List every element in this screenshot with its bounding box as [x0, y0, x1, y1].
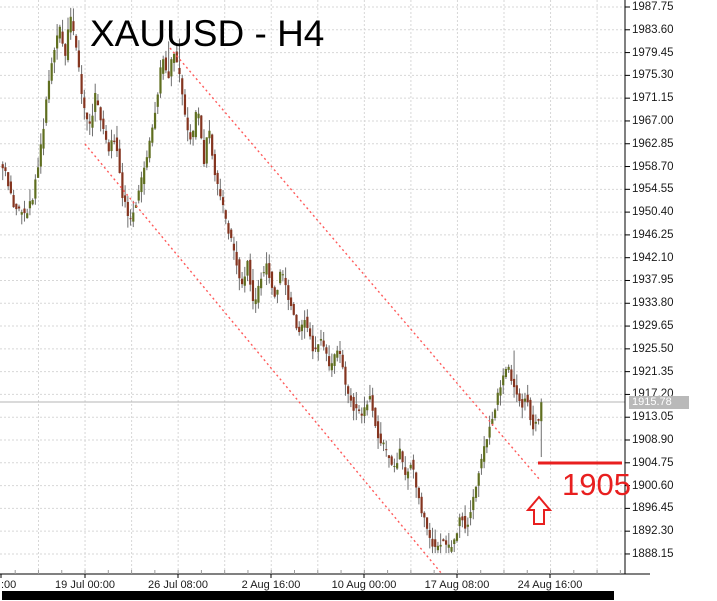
arrow-up-icon[interactable]: [525, 495, 553, 525]
time-axis-label: 17 Aug 08:00: [424, 579, 490, 591]
price-axis-label: 1937.95: [632, 274, 674, 287]
price-axis-label: 1896.45: [632, 502, 674, 515]
time-axis-label: 2 Aug 16:00: [241, 579, 301, 591]
price-axis-label: 1954.55: [632, 183, 674, 196]
price-axis-label: 1921.35: [632, 365, 674, 378]
price-axis-label: 1979.45: [632, 46, 674, 59]
bottom-bar: [2, 591, 614, 600]
price-axis-label: 1967.00: [632, 114, 674, 127]
time-axis-label: 24 Aug 16:00: [517, 579, 583, 591]
time-axis-label: 26 Jul 08:00: [148, 579, 208, 591]
price-axis-label: 1913.05: [632, 411, 674, 424]
price-axis-label: 1962.85: [632, 137, 674, 150]
price-axis-label: 1925.50: [632, 342, 674, 355]
price-axis-label: 1888.15: [632, 547, 674, 560]
price-axis-label: 1950.40: [632, 206, 674, 219]
trend-channel[interactable]: [84, 47, 541, 575]
price-axis-label: 1929.65: [632, 320, 674, 333]
support-price-label: 1905: [562, 467, 631, 502]
chart-title: XAUUSD - H4: [90, 13, 325, 54]
price-axis-label: 1933.80: [632, 297, 674, 310]
price-axis-label: 1904.75: [632, 456, 674, 469]
price-axis-label: 1942.10: [632, 251, 674, 264]
time-axis-label: 10 Aug 00:00: [331, 579, 397, 591]
price-axis-label: 1958.70: [632, 160, 674, 173]
price-axis-label: 1987.75: [632, 1, 674, 13]
grid-lines: [0, 0, 625, 574]
candles: [1, 7, 543, 554]
price-axis-label: 1975.30: [632, 69, 674, 82]
time-axis-label: 19 Jul 00:00: [55, 579, 115, 591]
price-axis-label: 1971.15: [632, 92, 674, 105]
price-axis-label: 1946.25: [632, 228, 674, 241]
price-axis-label: 1900.60: [632, 479, 674, 492]
price-axis-label: 1983.60: [632, 23, 674, 36]
time-axis-label: :00: [1, 579, 17, 591]
price-axis-label: 1892.30: [632, 525, 674, 538]
axis-frame: [0, 0, 650, 578]
current-price-tag: 1915.78: [629, 396, 689, 409]
price-axis-label: 1908.90: [632, 434, 674, 446]
